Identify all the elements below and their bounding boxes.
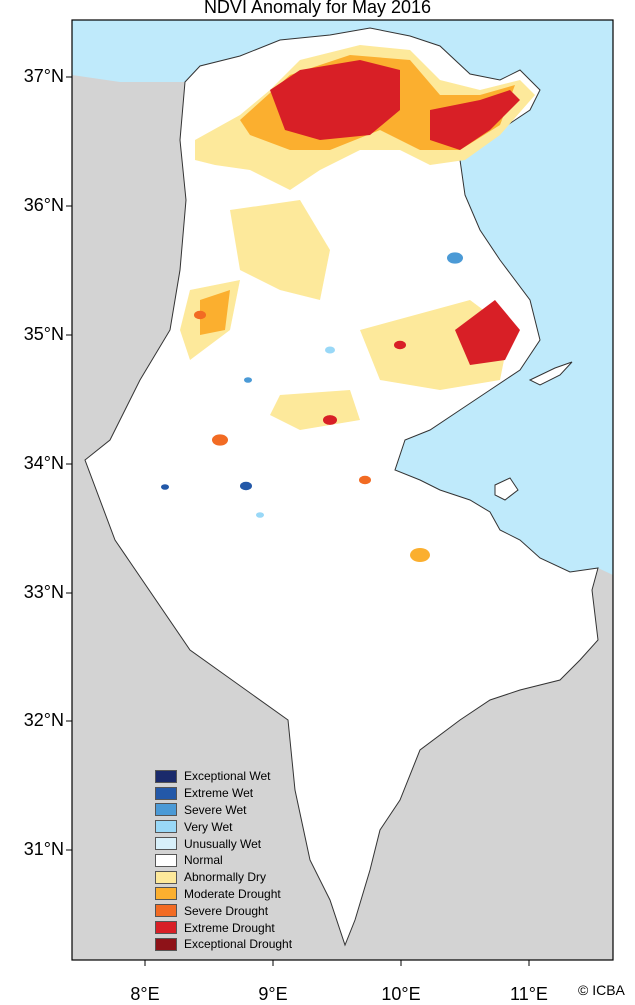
legend-label: Extreme Wet	[184, 786, 254, 801]
y-tick-label: 31°N	[23, 839, 64, 859]
legend-item: Extreme Wet	[155, 785, 292, 802]
legend-item: Normal	[155, 852, 292, 869]
legend-item: Exceptional Drought	[155, 936, 292, 953]
legend-swatch	[155, 769, 177, 783]
y-tick-label: 37°N	[23, 66, 64, 86]
very-wet-spot	[325, 346, 335, 354]
y-tick-label: 36°N	[23, 195, 64, 215]
djerba-island	[494, 477, 519, 501]
legend-swatch	[155, 820, 177, 834]
tunisia	[84, 27, 599, 947]
legend-swatch	[155, 803, 177, 817]
legend-swatch	[155, 937, 177, 951]
legend-swatch	[155, 887, 177, 901]
legend-item: Unusually Wet	[155, 835, 292, 852]
extreme-drought-spot	[394, 340, 406, 350]
legend-label: Unusually Wet	[184, 836, 262, 851]
legend-swatch	[155, 921, 177, 935]
severe-wet-spot	[447, 252, 463, 264]
severe-drought-spot	[194, 310, 206, 320]
x-tick-label: 10°E	[381, 984, 421, 1004]
extreme-wet-spot	[240, 481, 252, 491]
abnormally-dry-patch	[230, 200, 330, 300]
map-title: NDVI Anomaly for May 2016	[203, 0, 432, 17]
credit-text: © ICBA	[578, 982, 625, 998]
extreme-drought-patch	[455, 300, 520, 365]
plot-frame	[71, 19, 614, 961]
moderate-drought-patch	[200, 290, 230, 335]
anomaly-patches	[161, 45, 535, 562]
legend-item: Extreme Drought	[155, 919, 292, 936]
legend-item: Severe Drought	[155, 902, 292, 919]
legend-label: Normal	[184, 853, 223, 868]
legend-item: Abnormally Dry	[155, 869, 292, 886]
y-tick-label: 32°N	[23, 710, 64, 730]
extreme-drought-patch	[430, 90, 520, 150]
legend-item: Severe Wet	[155, 802, 292, 819]
legend-item: Moderate Drought	[155, 886, 292, 903]
kerkennah-island	[528, 361, 573, 386]
abnormally-dry-patch	[270, 390, 360, 430]
extreme-wet-spot	[161, 484, 169, 490]
x-tick-label: 11°E	[510, 984, 548, 1004]
legend: Exceptional Wet Extreme Wet Severe Wet Very…	[155, 768, 292, 953]
moderate-drought-spot	[410, 548, 430, 562]
legend-label: Exceptional Wet	[184, 769, 271, 784]
legend-label: Moderate Drought	[184, 886, 281, 901]
legend-item: Exceptional Wet	[155, 768, 292, 785]
legend-label: Severe Wet	[184, 802, 247, 817]
legend-label: Extreme Drought	[184, 920, 275, 935]
extreme-drought-patch	[270, 60, 400, 140]
x-tick-label: 8°E	[130, 984, 160, 1004]
y-tick-label: 35°N	[23, 324, 64, 344]
y-tick-label: 33°N	[23, 582, 64, 602]
legend-item: Very Wet	[155, 818, 292, 835]
severe-wet-spot	[244, 377, 252, 383]
legend-swatch	[155, 870, 177, 884]
legend-swatch	[155, 904, 177, 918]
legend-label: Abnormally Dry	[184, 870, 267, 885]
axis-ticks	[66, 76, 530, 966]
legend-label: Severe Drought	[184, 903, 269, 918]
y-tick-label: 34°N	[23, 453, 64, 473]
legend-swatch	[155, 786, 177, 800]
very-wet-spot	[256, 512, 264, 518]
legend-swatch	[155, 837, 177, 851]
legend-label: Very Wet	[184, 819, 233, 834]
x-tick-label: 9°E	[258, 984, 288, 1004]
severe-drought-spot	[359, 475, 371, 485]
severe-drought-spot	[212, 434, 228, 446]
legend-label: Exceptional Drought	[184, 937, 293, 952]
extreme-drought-spot	[323, 415, 337, 425]
legend-swatch	[155, 853, 177, 867]
